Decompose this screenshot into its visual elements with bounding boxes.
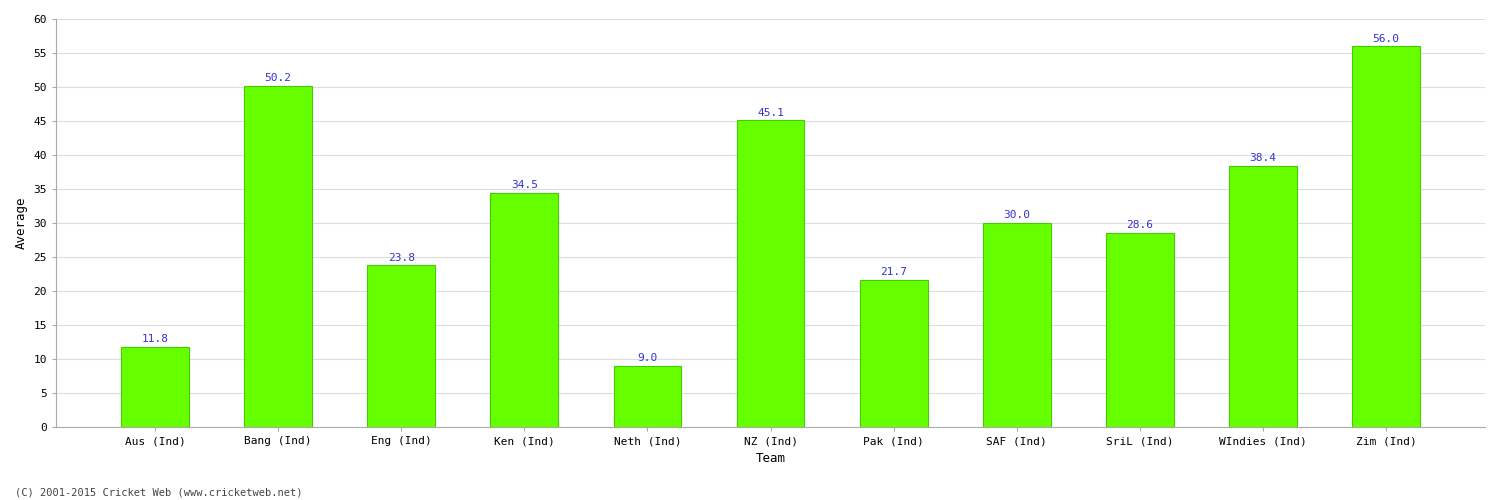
Text: 30.0: 30.0 [1004, 210, 1031, 220]
Text: 23.8: 23.8 [387, 252, 414, 262]
Bar [1353, 46, 1420, 428]
Text: 50.2: 50.2 [264, 73, 291, 83]
Y-axis label: Average: Average [15, 197, 28, 250]
Bar [982, 223, 1050, 428]
Text: 28.6: 28.6 [1126, 220, 1154, 230]
Text: 11.8: 11.8 [141, 334, 168, 344]
Text: 34.5: 34.5 [512, 180, 538, 190]
Bar [736, 120, 804, 428]
X-axis label: Team: Team [756, 452, 786, 465]
Text: 56.0: 56.0 [1372, 34, 1400, 43]
Bar [490, 192, 558, 428]
Text: 38.4: 38.4 [1250, 154, 1276, 164]
Bar [1228, 166, 1298, 427]
Bar [614, 366, 681, 428]
Bar [368, 266, 435, 428]
Text: 45.1: 45.1 [758, 108, 784, 118]
Bar [859, 280, 927, 428]
Bar [1106, 232, 1174, 428]
Text: 9.0: 9.0 [638, 354, 657, 364]
Bar [122, 347, 189, 428]
Text: (C) 2001-2015 Cricket Web (www.cricketweb.net): (C) 2001-2015 Cricket Web (www.cricketwe… [15, 488, 303, 498]
Bar [244, 86, 312, 427]
Text: 21.7: 21.7 [880, 267, 908, 277]
